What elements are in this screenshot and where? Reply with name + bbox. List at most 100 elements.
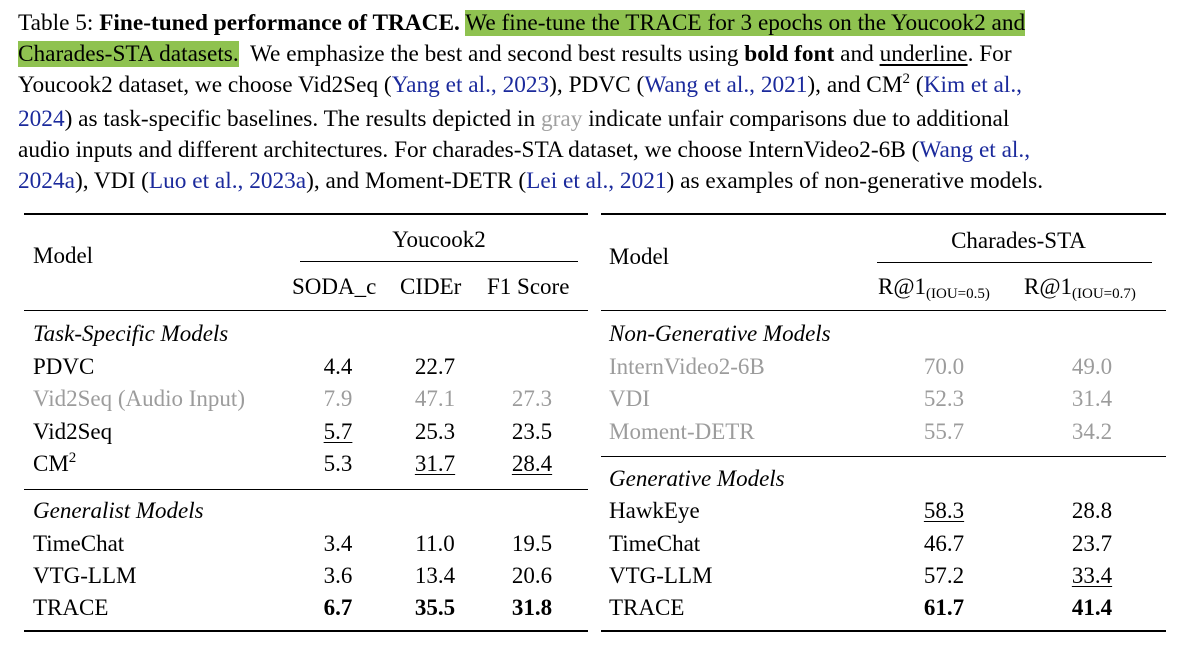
cell-value: 23.5 — [511, 419, 553, 444]
cell-value: 5.3 — [323, 451, 353, 476]
subscript: (IOU=0.7) — [1072, 286, 1136, 302]
caption-line-6: 2024a), VDI (Luo et al., 2023a), and Mom… — [18, 166, 1178, 197]
subscript: (IOU=0.5) — [926, 286, 990, 302]
cell-value: 19.5 — [511, 531, 553, 556]
cell-value: 5.7 — [308, 418, 368, 446]
top-rule — [601, 213, 1166, 215]
row-model: CM2 — [33, 450, 76, 481]
cell-value: 58.3 — [914, 497, 974, 525]
cell-value: 70.0 — [923, 354, 965, 379]
cell-value-best: 41.4 — [1071, 595, 1113, 620]
caption-line-1: Table 5: Fine-tuned performance of TRACE… — [18, 8, 1178, 39]
col-header-soda: SODA_c — [292, 274, 377, 299]
col-header: CIDEr — [400, 273, 461, 301]
cell-value: 11.0 — [415, 531, 455, 556]
cell-value: 27.3 — [511, 386, 553, 411]
caption-text: Youcook2 dataset, we choose Vid2Seq ( — [18, 72, 392, 98]
cell-value: 23.7 — [1071, 531, 1113, 556]
section-label: Generalist Models — [33, 498, 204, 523]
cell-value: 31.7 — [405, 450, 465, 478]
row-model: PDVC — [33, 354, 95, 379]
cell-value: 55.7 — [923, 419, 965, 444]
cell-value: 57.2 — [923, 563, 965, 588]
cell-value: 3.4 — [323, 531, 353, 556]
cell-value-best: 6.7 — [323, 595, 353, 620]
col-header: R@1(IOU=0.7) — [1024, 273, 1136, 304]
row-model: TimeChat — [33, 531, 125, 556]
cell-value-best: 35.5 — [414, 595, 456, 620]
bottom-rule — [601, 630, 1166, 632]
citation-link[interactable]: 2024a — [18, 168, 75, 194]
header-rule — [601, 310, 1166, 311]
header-rule — [24, 310, 588, 311]
caption-highlight: Charades-STA datasets. — [18, 41, 239, 67]
citation-link[interactable]: Wang et al., — [919, 137, 1031, 163]
caption-text: We emphasize the best and second best re… — [249, 41, 739, 67]
row-model: Vid2Seq — [33, 419, 113, 444]
caption-text: ), VDI ( — [74, 168, 149, 194]
row-model: Moment-DETR — [609, 419, 755, 444]
cell-value: 49.0 — [1071, 354, 1113, 379]
row-model: VDI — [609, 386, 650, 411]
caption-text: indicate unfair comparisons due to addit… — [588, 106, 1010, 132]
cell-value: 4.4 — [323, 354, 353, 379]
col-header-r1-07: R@1 — [1024, 274, 1073, 299]
cell-value: 31.4 — [1071, 386, 1113, 411]
caption-label: Table 5: — [18, 10, 94, 36]
group-header: Charades-STA — [951, 228, 1086, 253]
row-model: TRACE — [33, 595, 109, 620]
row-model: Vid2Seq (Audio Input) — [33, 386, 245, 411]
caption-text: ) as examples of non-generative models. — [666, 168, 1044, 194]
cell-value: 22.7 — [414, 354, 456, 379]
col-header-r1-05: R@1 — [878, 274, 927, 299]
superscript: 2 — [68, 450, 77, 466]
cell-value-second: 31.7 — [414, 451, 456, 476]
section-label: Generative Models — [609, 466, 785, 491]
citation-link[interactable]: Wang et al., 2021 — [644, 72, 808, 98]
section-rule — [601, 456, 1166, 457]
caption-text: and — [840, 41, 874, 67]
citation-link[interactable]: Luo et al., 2023a — [148, 168, 307, 194]
cell-value: 34.2 — [1071, 419, 1113, 444]
row-model: VTG-LLM — [609, 563, 713, 588]
row-model: InternVideo2-6B — [609, 354, 765, 379]
cell-value: 7.9 — [323, 386, 353, 411]
row-model: VTG-LLM — [33, 563, 137, 588]
citation-link[interactable]: 2024 — [18, 106, 65, 132]
model-header: Model — [609, 244, 670, 269]
cell-value: 28.4 — [502, 450, 562, 478]
cell-value: 28.8 — [1071, 498, 1113, 523]
section-label: Task-Specific Models — [33, 321, 229, 346]
cell-value-second: 58.3 — [923, 498, 965, 523]
cell-value-second: 33.4 — [1071, 563, 1113, 588]
row-model: TimeChat — [609, 531, 701, 556]
col-header-f1: F1 Score — [487, 274, 570, 299]
caption-text: audio inputs and different architectures… — [18, 137, 920, 163]
superscript: 2 — [902, 71, 911, 87]
caption-text: ), and CM — [807, 72, 903, 98]
cell-value-best: 61.7 — [923, 595, 965, 620]
citation-link[interactable]: Kim et al., — [923, 72, 1022, 98]
cell-value: 33.4 — [1062, 562, 1122, 590]
cell-value-second: 28.4 — [511, 451, 553, 476]
table-caption: Table 5: Fine-tuned performance of TRACE… — [18, 8, 1178, 197]
cell-value: 20.6 — [511, 563, 553, 588]
cell-value: 52.3 — [923, 386, 965, 411]
section-rule — [24, 489, 588, 490]
caption-line-3: Youcook2 dataset, we choose Vid2Seq (Yan… — [18, 70, 1178, 104]
col-header: R@1(IOU=0.5) — [878, 273, 990, 304]
col-header-cider: CIDEr — [400, 274, 462, 299]
col-header: SODA_c — [292, 273, 376, 301]
cell-value: 46.7 — [923, 531, 965, 556]
caption-highlight: We fine-tune the TRACE for 3 epochs on t… — [465, 10, 1026, 36]
citation-link[interactable]: Lei et al., 2021 — [526, 168, 667, 194]
citation-link[interactable]: Yang et al., 2023 — [391, 72, 550, 98]
caption-text: . For — [967, 41, 1012, 67]
group-rule — [877, 262, 1152, 263]
caption-text: ), and Moment-DETR ( — [306, 168, 527, 194]
caption-gray-word: gray — [540, 106, 583, 132]
model-header: Model — [33, 243, 94, 268]
youcook2-table: Model Youcook2 SODA_c CIDEr F1 Score Tas… — [24, 213, 588, 632]
caption-line-2: Charades-STA datasets. We emphasize the … — [18, 39, 1178, 70]
